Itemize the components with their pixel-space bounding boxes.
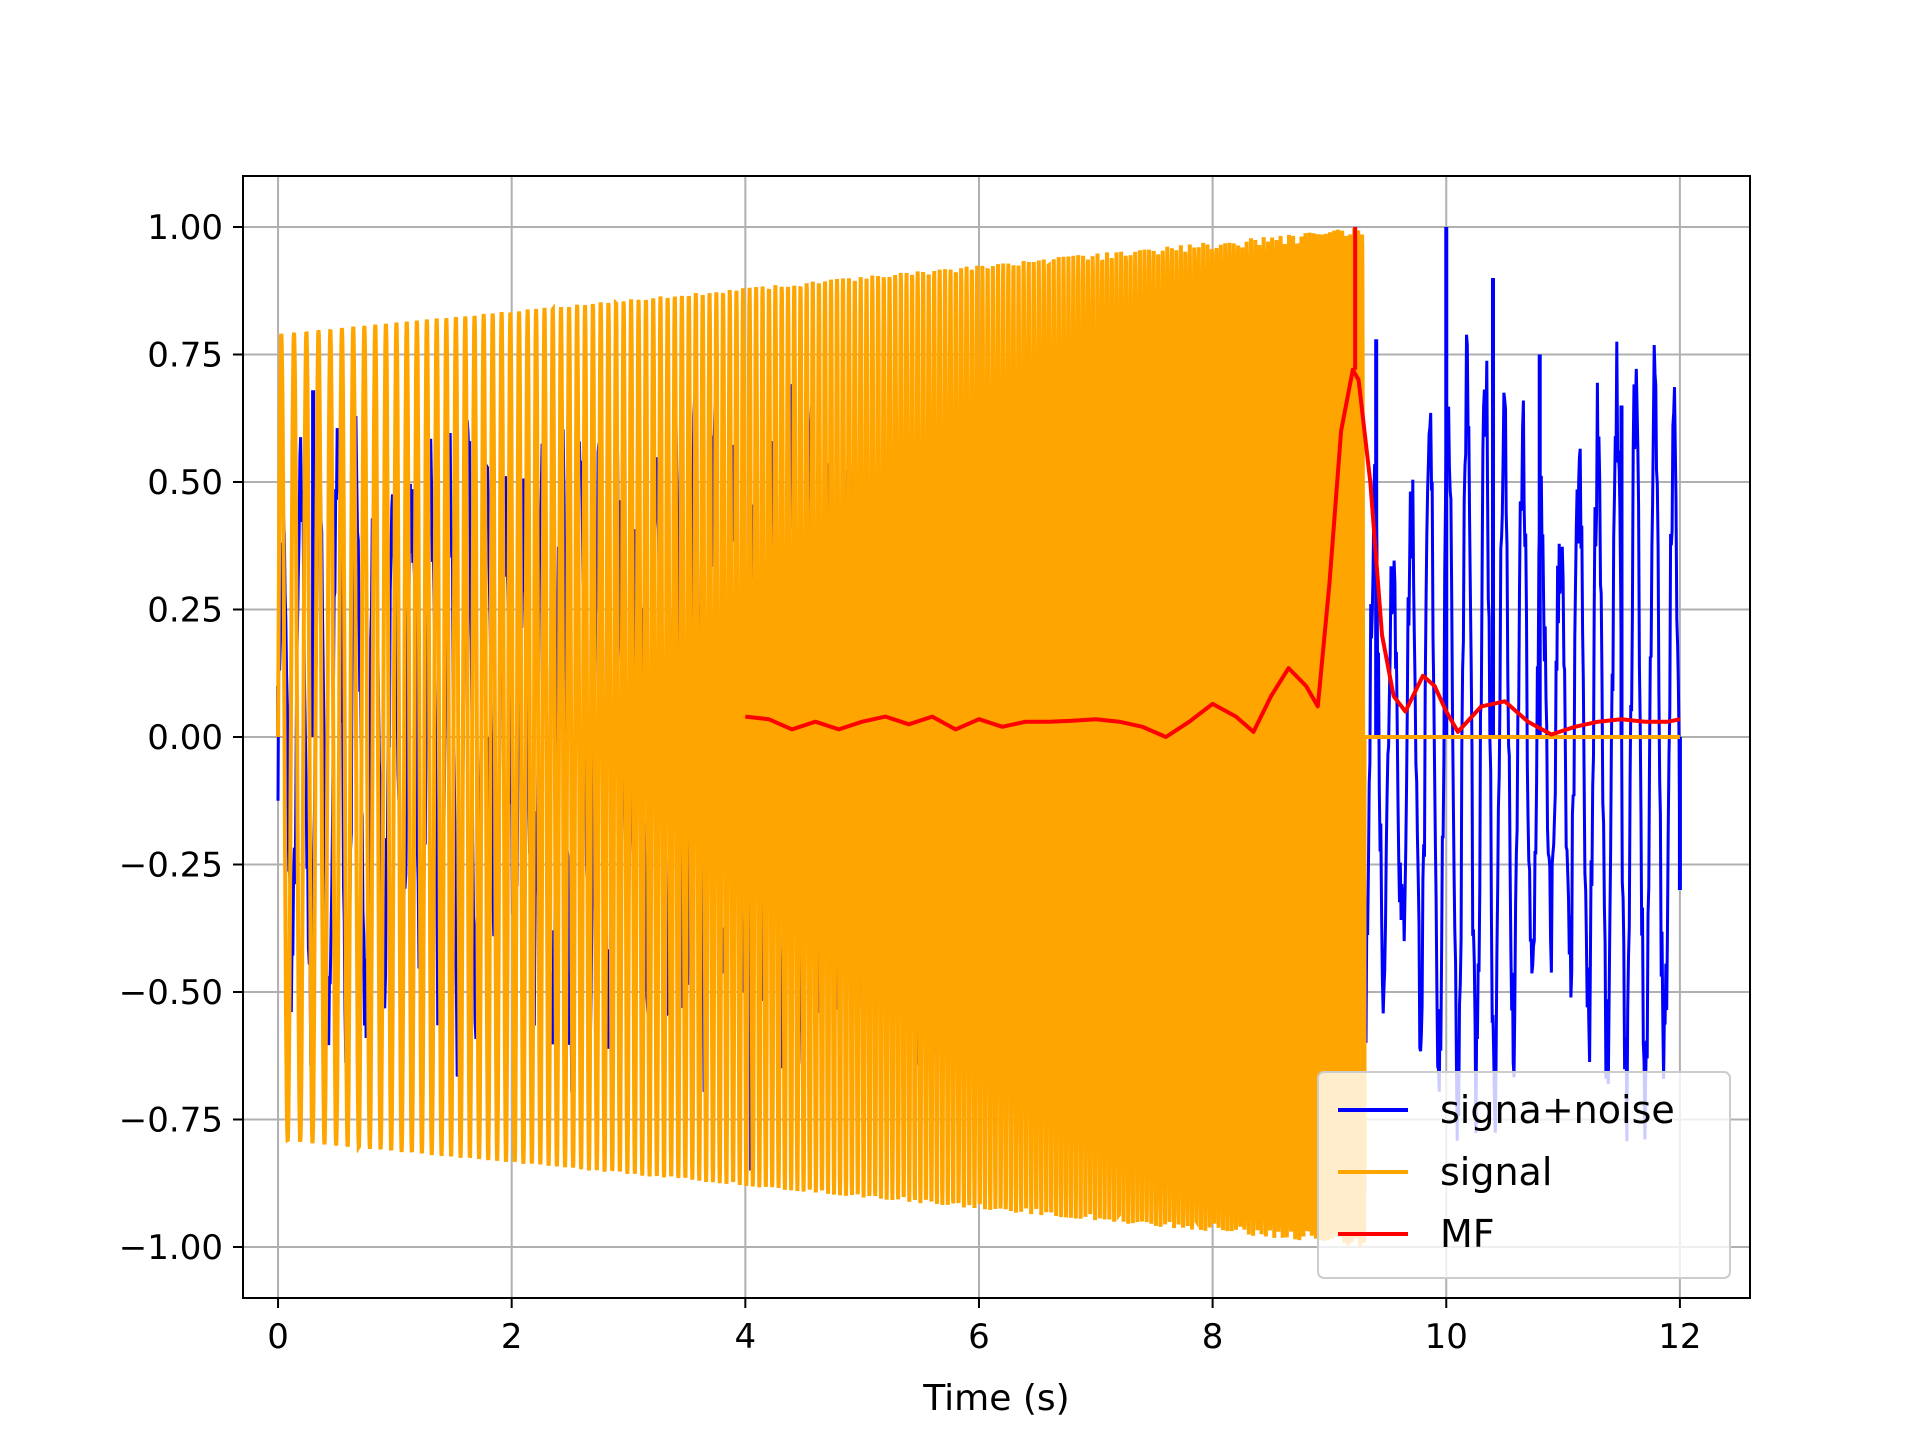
x-tick-label: 10 [1425,1317,1468,1357]
x-tick-label: 12 [1658,1317,1701,1357]
series-signal-line [276,228,1680,1247]
axis-ticks: 0 2 4 6 8 10 12 1.00 0.75 0.50 0.25 0.00 −0.25 −0.50 −… [119,208,1702,1357]
y-tick-label: −0.25 [119,846,223,886]
legend-label: signal [1440,1150,1552,1194]
y-tick-label: −0.50 [119,973,223,1013]
legend-label: signa+noise [1440,1088,1675,1132]
legend-label: MF [1440,1212,1495,1256]
y-tick-label: −1.00 [119,1228,223,1268]
x-tick-label: 0 [267,1317,289,1357]
x-tick-label: 2 [501,1317,523,1357]
legend: signa+noise signal MF [1317,1071,1731,1279]
x-tick-label: 8 [1202,1317,1224,1357]
y-tick-label: 0.25 [147,591,223,631]
plot-area-series [276,227,1682,1247]
y-tick-label: 1.00 [147,208,223,248]
y-tick-label: 0.75 [147,336,223,376]
x-tick-label: 6 [968,1317,990,1357]
y-tick-label: 0.50 [147,463,223,503]
x-tick-label: 4 [735,1317,757,1357]
y-tick-label: 0.00 [147,718,223,758]
x-axis-label: Time (s) [922,1378,1069,1419]
legend-box [1317,1071,1731,1279]
y-tick-label: −0.75 [119,1101,223,1141]
series-mf-line [745,367,1681,739]
